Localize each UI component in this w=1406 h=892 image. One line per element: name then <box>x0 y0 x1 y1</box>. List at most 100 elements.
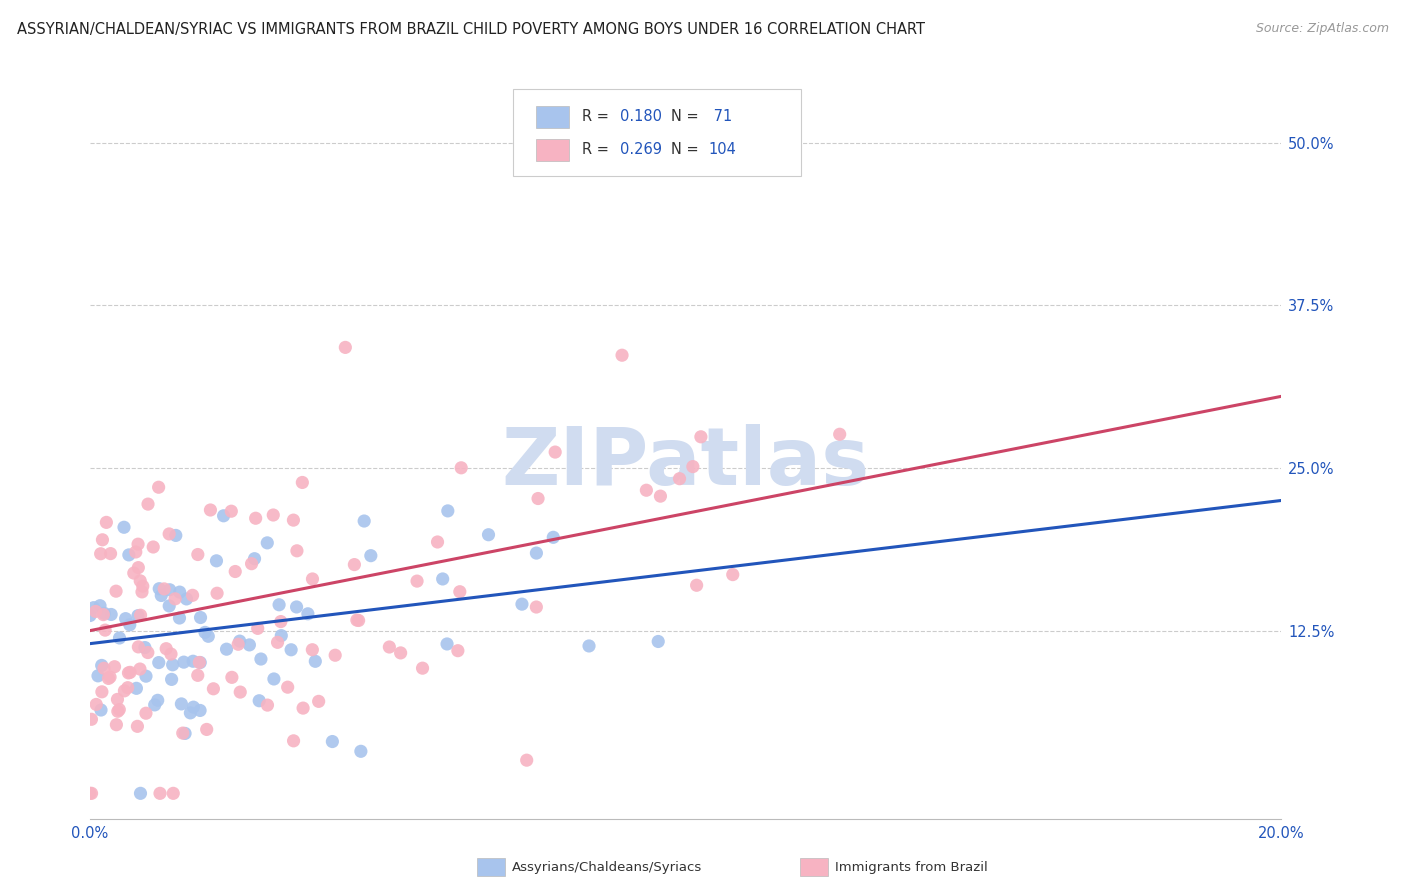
Point <box>270 629 292 643</box>
Point <box>118 617 141 632</box>
Point <box>412 661 434 675</box>
Point <box>181 588 204 602</box>
Point <box>132 579 155 593</box>
Point <box>90 703 112 717</box>
Point <box>93 661 115 675</box>
Point <box>174 726 197 740</box>
Point <box>283 513 305 527</box>
Point <box>148 480 170 494</box>
Point <box>228 634 250 648</box>
Point <box>79 608 101 623</box>
Point <box>526 546 548 560</box>
Point <box>432 572 454 586</box>
Point <box>304 654 326 668</box>
Point <box>301 572 323 586</box>
Point <box>277 680 299 694</box>
Point <box>155 641 177 656</box>
Point <box>267 598 290 612</box>
Point <box>321 734 343 748</box>
Point <box>157 599 180 613</box>
Point <box>129 574 152 588</box>
Point <box>136 646 159 660</box>
Point <box>108 631 131 645</box>
Point <box>187 548 209 562</box>
Point <box>350 744 373 758</box>
Point <box>263 672 285 686</box>
Point <box>146 693 169 707</box>
Point <box>527 491 550 506</box>
Point <box>195 723 218 737</box>
Text: R =: R = <box>582 143 613 157</box>
Point <box>120 665 142 680</box>
Point <box>450 460 472 475</box>
Point <box>256 698 278 712</box>
Point <box>165 591 187 606</box>
Point <box>149 786 172 800</box>
Point <box>187 668 209 682</box>
Text: ZIPatlas: ZIPatlas <box>502 425 870 502</box>
Point <box>221 670 243 684</box>
Point <box>129 786 152 800</box>
Point <box>721 567 744 582</box>
Point <box>266 635 288 649</box>
Point <box>91 533 114 547</box>
Point <box>270 615 292 629</box>
Point <box>323 648 346 663</box>
Point <box>160 673 183 687</box>
Point <box>543 530 565 544</box>
Point <box>148 656 170 670</box>
Point <box>544 445 567 459</box>
Point <box>170 697 193 711</box>
Point <box>221 504 243 518</box>
Point <box>79 786 101 800</box>
Point <box>610 348 633 362</box>
Text: 104: 104 <box>709 143 737 157</box>
Point <box>127 608 149 623</box>
Point <box>143 698 166 712</box>
Point <box>129 608 152 623</box>
Point <box>343 558 366 572</box>
Point <box>181 654 204 668</box>
Point <box>148 582 170 596</box>
Point <box>90 685 112 699</box>
Point <box>647 634 669 648</box>
Point <box>262 508 284 522</box>
Point <box>100 607 122 622</box>
Point <box>229 685 252 699</box>
Point <box>292 701 315 715</box>
Point <box>247 694 270 708</box>
Point <box>135 706 157 721</box>
Point <box>689 430 711 444</box>
Point <box>240 557 263 571</box>
Point <box>285 543 308 558</box>
Point <box>190 610 212 624</box>
Point <box>112 520 135 534</box>
Point <box>135 669 157 683</box>
Point <box>406 574 429 588</box>
Point <box>301 642 323 657</box>
Point <box>283 734 305 748</box>
Text: ASSYRIAN/CHALDEAN/SYRIAC VS IMMIGRANTS FROM BRAZIL CHILD POVERTY AMONG BOYS UNDE: ASSYRIAN/CHALDEAN/SYRIAC VS IMMIGRANTS F… <box>17 22 925 37</box>
Point <box>426 535 449 549</box>
Point <box>308 694 330 708</box>
Point <box>136 497 159 511</box>
Point <box>105 584 128 599</box>
Point <box>188 656 211 670</box>
Point <box>197 629 219 643</box>
Point <box>129 662 152 676</box>
Point <box>107 704 129 718</box>
Point <box>636 483 658 498</box>
Point <box>117 665 139 680</box>
Point <box>93 607 115 621</box>
Point <box>80 712 103 726</box>
Point <box>96 516 118 530</box>
Point <box>169 611 191 625</box>
Point <box>159 582 181 597</box>
Point <box>90 658 112 673</box>
Point <box>90 547 112 561</box>
Point <box>108 702 131 716</box>
Point <box>80 786 103 800</box>
Point <box>89 599 111 613</box>
Point <box>127 719 149 733</box>
Point <box>346 613 368 627</box>
